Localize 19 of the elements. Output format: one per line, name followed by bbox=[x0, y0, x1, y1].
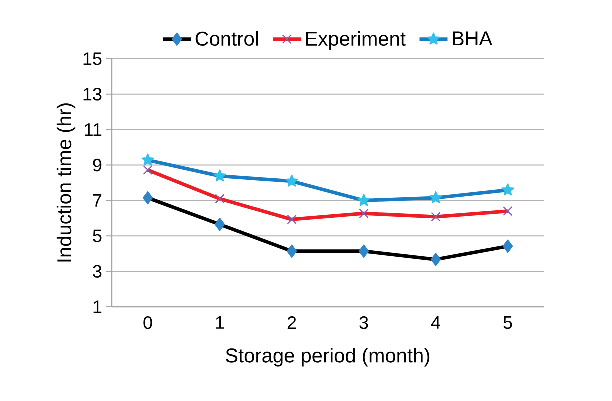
y-tick-label: 13 bbox=[84, 88, 102, 101]
y-tick-label: 9 bbox=[93, 158, 102, 172]
legend-label: Experiment bbox=[306, 31, 406, 50]
y-tick-label: 15 bbox=[84, 52, 102, 66]
x-tick-label: 2 bbox=[288, 316, 296, 330]
legend-label: BHA bbox=[453, 32, 493, 46]
x-tick-label: 0 bbox=[144, 316, 152, 330]
y-tick-label: 11 bbox=[85, 124, 102, 136]
x-tick-label: 1 bbox=[216, 316, 224, 329]
legend-label: Control bbox=[196, 31, 258, 46]
y-tick-label: 5 bbox=[93, 230, 102, 242]
x-tick-label: 4 bbox=[431, 316, 440, 329]
y-axis-title: Induction time (hr) bbox=[56, 104, 76, 262]
y-tick-label: 7 bbox=[93, 194, 102, 207]
x-tick-label: 3 bbox=[360, 316, 368, 330]
y-tick-label: 1 bbox=[94, 300, 102, 314]
y-tick-label: 3 bbox=[93, 265, 102, 278]
x-axis-title: Storage period (month) bbox=[226, 348, 430, 367]
x-tick-label: 5 bbox=[504, 316, 512, 330]
